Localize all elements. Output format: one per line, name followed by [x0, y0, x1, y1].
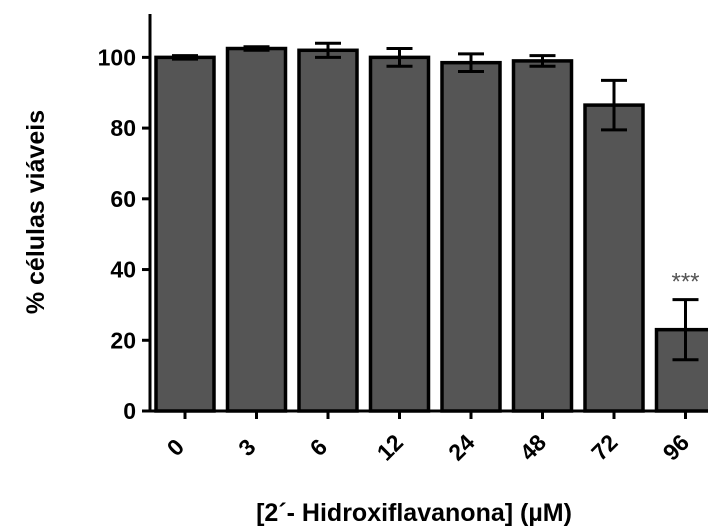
y-tick-label-60: 60: [110, 186, 136, 212]
x-tick-label-12: 12: [372, 429, 408, 465]
bar-72: [583, 103, 645, 413]
x-tick-label-0: 0: [162, 434, 189, 461]
y-tick-label-20: 20: [110, 327, 136, 353]
plot-area: 0 20 40 60 80 100 0 3 6 12 24 48 72 96 ***: [98, 14, 708, 466]
y-tick-label-80: 80: [110, 115, 136, 141]
y-tick-label-100: 100: [98, 44, 136, 70]
x-tick-label-6: 6: [305, 434, 332, 461]
x-tick-label-3: 3: [233, 434, 260, 461]
bar-6: [297, 48, 359, 413]
y-tick-label-0: 0: [123, 398, 136, 424]
bar-96: [654, 327, 708, 413]
significance-annotation-96: ***: [671, 269, 699, 296]
bar-12: [368, 55, 431, 413]
bar-3: [225, 46, 288, 413]
x-axis-title: [2´- Hidroxiflavanona] (µM): [256, 499, 572, 527]
bar-24: [440, 60, 502, 413]
bar-0: [154, 55, 216, 413]
bar-48: [511, 59, 574, 413]
x-tick-label-96: 96: [658, 429, 694, 465]
y-axis-title: % células viáveis: [22, 110, 50, 314]
x-tick-label-72: 72: [586, 429, 622, 465]
x-tick-label-48: 48: [515, 429, 552, 466]
x-tick-label-24: 24: [443, 429, 480, 466]
y-tick-label-40: 40: [110, 257, 136, 283]
